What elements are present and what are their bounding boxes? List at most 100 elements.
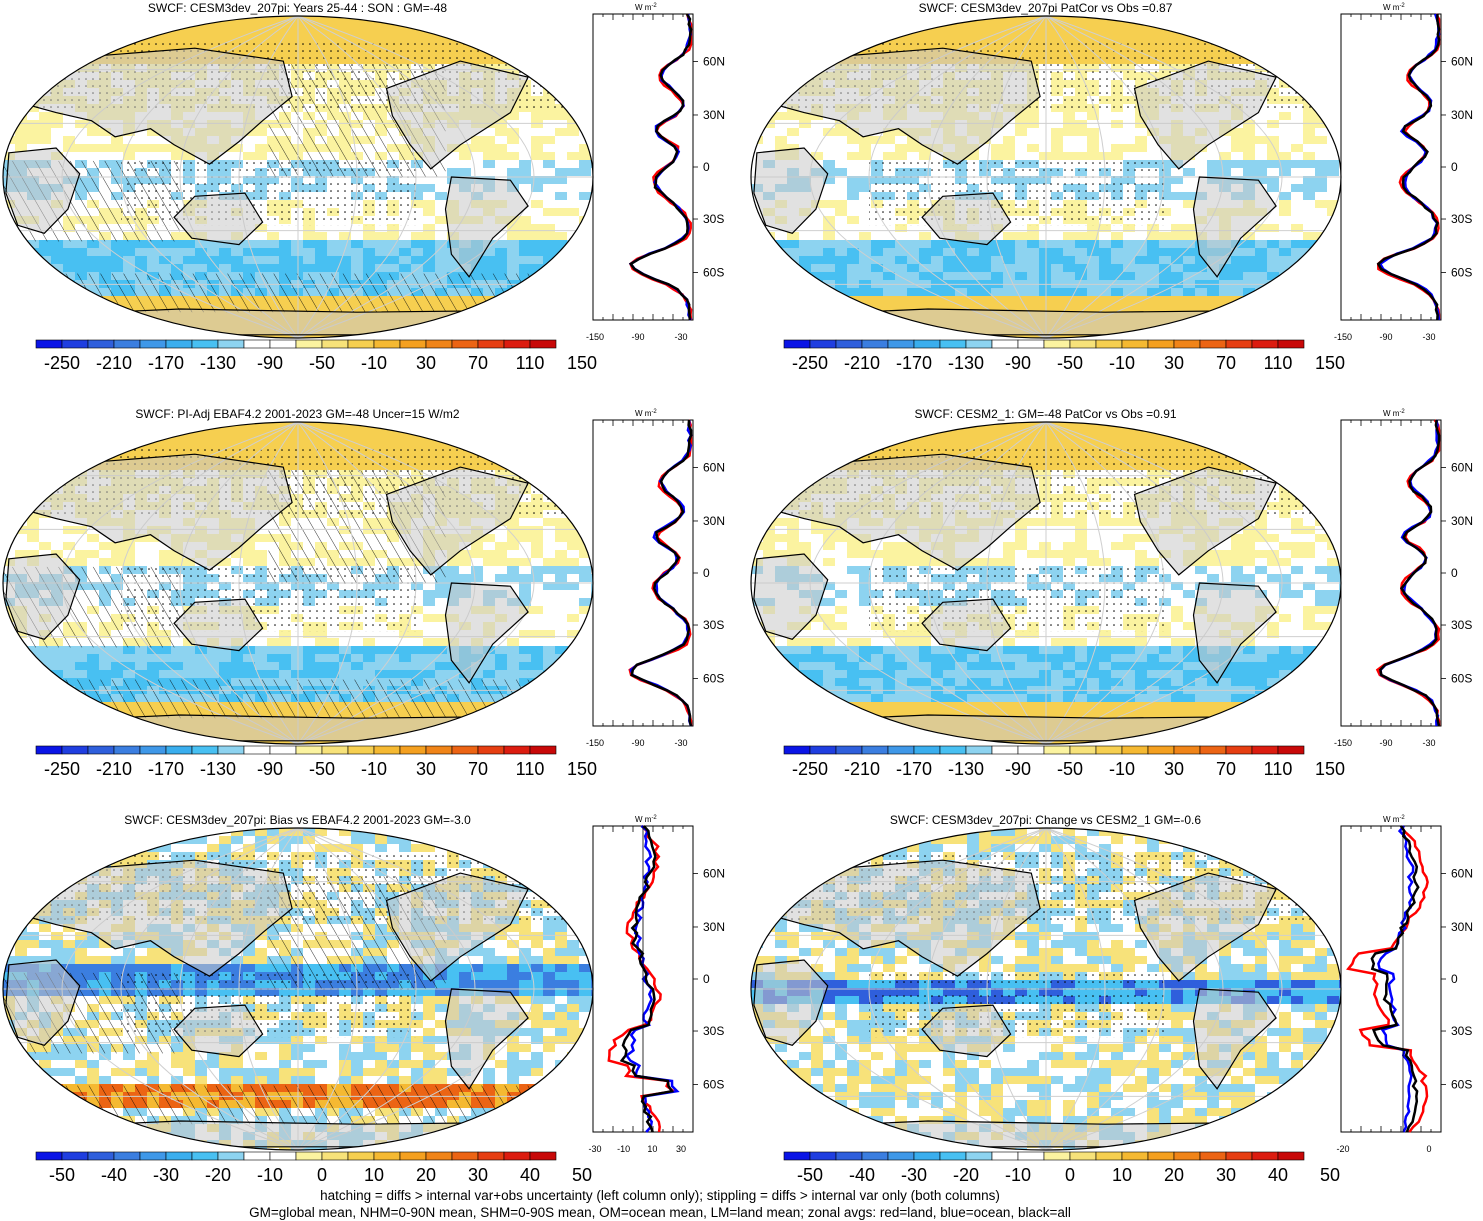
colorbar-swatch xyxy=(1251,339,1279,349)
colorbar-label: -90 xyxy=(257,759,283,779)
continent-outline xyxy=(173,192,264,246)
colorbar-swatch xyxy=(861,1151,889,1161)
colorbar-swatch xyxy=(835,745,863,755)
colorbar-swatch xyxy=(783,745,811,755)
colorbar-swatch xyxy=(1277,339,1305,349)
colorbar-swatch xyxy=(347,339,375,349)
colorbar-swatch xyxy=(887,745,915,755)
continent-outline xyxy=(1287,445,1341,479)
zonal-lat-label: 60S xyxy=(703,672,724,686)
colorbar-label: 110 xyxy=(516,759,545,779)
continent-outline xyxy=(1133,872,1277,982)
zonal-lat-label: 0 xyxy=(703,972,710,986)
colorbar-swatch xyxy=(1173,745,1201,755)
zonal-lat-label: 60S xyxy=(1451,266,1472,280)
map-and-profile-svg: -250 -210 -170 -130 -90 -50 -10 30 70 110 150 W m-2… xyxy=(2,3,725,373)
continent-outline xyxy=(32,308,579,336)
colorbar-swatch xyxy=(1225,339,1253,349)
zonal-lat-label: 0 xyxy=(703,566,710,580)
map-field xyxy=(3,828,593,1150)
colorbar-swatch xyxy=(243,745,271,755)
colorbar-swatch xyxy=(1199,745,1227,755)
footer-line-1: hatching = diffs > internal var+obs unce… xyxy=(320,1188,1000,1203)
colorbar-label: 150 xyxy=(567,353,597,373)
colorbar-swatch xyxy=(347,745,375,755)
colorbar-swatch xyxy=(783,1151,811,1161)
colorbar-swatch xyxy=(991,1151,1019,1161)
colorbar-swatch xyxy=(991,339,1019,349)
zonal-x-label: -150 xyxy=(586,332,604,342)
colorbar-swatch xyxy=(1277,745,1305,755)
continent-outline xyxy=(539,445,593,479)
colorbar-swatch xyxy=(887,1151,915,1161)
colorbar-swatch xyxy=(783,339,811,349)
zonal-lat-label: 60N xyxy=(1451,54,1473,68)
colorbar-swatch xyxy=(347,1151,375,1161)
continent-outline xyxy=(780,308,1327,336)
colorbar-swatch xyxy=(477,339,505,349)
colorbar-swatch xyxy=(913,1151,941,1161)
zonal-lat-label: 30S xyxy=(703,1024,724,1038)
continent-outline xyxy=(755,859,1041,977)
zonal-line-all xyxy=(619,825,674,1133)
colorbar-swatch xyxy=(1121,745,1149,755)
continent-outline xyxy=(539,39,593,73)
colorbar-swatch xyxy=(191,339,219,349)
colorbar-swatch xyxy=(217,1151,245,1161)
panel-2: SWCF: CESM3dev_207pi PatCor vs Obs =0.87… xyxy=(748,0,1483,392)
continent-outline xyxy=(1287,851,1341,885)
colorbar-swatch xyxy=(1277,1151,1305,1161)
colorbar-swatch xyxy=(1069,339,1097,349)
colorbar-label: -250 xyxy=(44,759,80,779)
colorbar-label: 110 xyxy=(516,353,545,373)
zonal-x-label: -30 xyxy=(674,332,687,342)
zonal-profile: W m-2 60N 30N 0 30S 60S -150 -90 -30 xyxy=(586,3,725,342)
colorbar-swatch xyxy=(451,1151,479,1161)
colorbar-label: 150 xyxy=(1315,759,1345,779)
zonal-unit: W m-2 xyxy=(635,3,657,12)
colorbar-label: 70 xyxy=(1216,759,1236,779)
panel-title: SWCF: CESM3dev_207pi: Change vs CESM2_1 … xyxy=(889,813,1202,827)
colorbar-label: -10 xyxy=(1005,1165,1031,1185)
colorbar-swatch xyxy=(35,745,63,755)
zonal-lat-label: 0 xyxy=(1451,972,1458,986)
zonal-x-label: -150 xyxy=(1334,738,1352,748)
zonal-line-ocean xyxy=(1377,825,1415,1133)
colorbar-swatch xyxy=(1069,1151,1097,1161)
panel-4: SWCF: CESM2_1: GM=-48 PatCor vs Obs =0.9… xyxy=(748,406,1483,798)
colorbar-label: 20 xyxy=(1164,1165,1184,1185)
colorbar-swatch xyxy=(269,745,297,755)
colorbar-label: -90 xyxy=(1005,353,1031,373)
continent-outline xyxy=(32,714,579,742)
panel-title: SWCF: CESM2_1: GM=-48 PatCor vs Obs =0.9… xyxy=(914,407,1177,421)
colorbar-swatch xyxy=(1095,745,1123,755)
colorbar-swatch xyxy=(1043,339,1071,349)
continent-outline xyxy=(385,466,529,576)
colorbar-swatch xyxy=(425,745,453,755)
colorbar-swatch xyxy=(529,1151,557,1161)
colorbar-swatch xyxy=(399,339,427,349)
zonal-lat-label: 30S xyxy=(1451,1024,1472,1038)
zonal-x-label: 10 xyxy=(647,1144,657,1154)
colorbar-swatch xyxy=(217,745,245,755)
zonal-x-label: -90 xyxy=(631,332,644,342)
zonal-x-label: -30 xyxy=(674,738,687,748)
colorbar-swatch xyxy=(939,1151,967,1161)
map-field xyxy=(3,16,593,338)
continent-outline xyxy=(755,453,1041,571)
zonal-lat-label: 30S xyxy=(703,618,724,632)
zonal-lat-label: 30N xyxy=(703,920,725,934)
colorbar-label: -30 xyxy=(153,1165,179,1185)
continent-outline xyxy=(921,1004,1012,1058)
zonal-lat-label: 30N xyxy=(703,108,725,122)
colorbar-label: 50 xyxy=(572,1165,592,1185)
colorbar-swatch xyxy=(809,339,837,349)
panel-title: SWCF: CESM3dev_207pi: Bias vs EBAF4.2 20… xyxy=(124,813,471,827)
continent-outline xyxy=(780,714,1327,742)
colorbar-swatch xyxy=(939,339,967,349)
colorbar-label: -20 xyxy=(205,1165,231,1185)
colorbar-label: 20 xyxy=(416,1165,436,1185)
colorbar-swatch xyxy=(425,1151,453,1161)
colorbar-swatch xyxy=(1121,339,1149,349)
